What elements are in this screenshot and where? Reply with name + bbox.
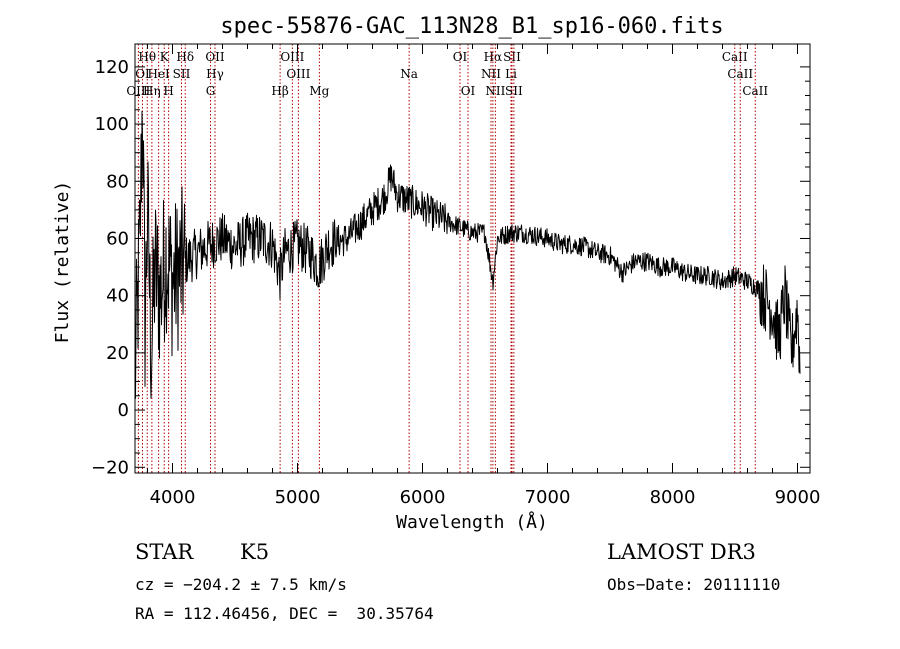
survey-name: LAMOST DR3	[607, 540, 756, 564]
spectral-line-label: Hη	[143, 84, 161, 98]
y-tick-label: 40	[106, 286, 129, 307]
spectral-line-label: NII	[481, 67, 501, 81]
spectral-line-label: Hδ	[176, 50, 194, 64]
spectral-line-label: Na	[400, 67, 418, 81]
spectral-line-label: OIII	[126, 84, 150, 98]
spectral-line-label: CaII	[727, 67, 753, 81]
x-tick-label: 9000	[775, 487, 821, 508]
spectral-line-label: OIII	[280, 50, 304, 64]
obs-date: Obs−Date: 20111110	[607, 575, 781, 594]
spectral-line-label: Hα	[484, 50, 503, 64]
y-axis-label: Flux (relative)	[52, 181, 73, 344]
y-tick-label: 60	[106, 228, 129, 249]
spectral-line-label: Mg	[309, 84, 329, 98]
plot-frame	[134, 43, 811, 474]
axes: 4000 5000 6000 7000 8000 9000 −20 0 20 40 60 80 100 1…	[91, 43, 821, 508]
object-subclass: K5	[240, 540, 270, 564]
spectrum-chart: spec-55876-GAC_113N28_B1_sp16-060.fits H…	[52, 14, 821, 533]
x-tick-label: 4000	[150, 487, 196, 508]
y-tick-label: 0	[118, 400, 129, 421]
spectral-line-label: SII	[173, 67, 191, 81]
spectral-line-label: OI	[461, 84, 476, 98]
spectral-line-label: Hγ	[206, 67, 224, 81]
x-axis-label: Wavelength (Å)	[396, 511, 548, 533]
y-tick-label: 100	[95, 114, 129, 135]
spectral-line-label: OIII	[286, 67, 310, 81]
redshift-readout: cz = −204.2 ± 7.5 km/s	[135, 575, 347, 594]
object-class: STAR	[135, 540, 194, 564]
spectrum-line	[134, 110, 801, 399]
chart-title: spec-55876-GAC_113N28_B1_sp16-060.fits	[220, 14, 723, 39]
spectral-line-label: NII	[485, 84, 505, 98]
y-tick-label: 120	[95, 57, 129, 78]
ra-dec-readout: RA = 112.46456, DEC = 30.35764	[135, 604, 434, 623]
spectral-line-label: CaII	[722, 50, 748, 64]
spectral-line-label: Hβ	[271, 84, 288, 98]
spectral-line-label: OI	[453, 50, 468, 64]
spectral-line-label: HeI	[147, 67, 170, 81]
spectral-line-label: CaII	[742, 84, 768, 98]
x-tick-label: 7000	[525, 487, 571, 508]
y-tick-label: 80	[106, 171, 129, 192]
x-tick-label: 5000	[275, 487, 321, 508]
spectral-line-label: G	[206, 84, 216, 98]
y-tick-label: −20	[91, 457, 129, 478]
spectral-line-label: H	[163, 84, 173, 98]
spectral-line-label: SII	[505, 84, 523, 98]
spectral-line-label: Li	[505, 67, 517, 81]
x-tick-label: 6000	[400, 487, 446, 508]
spectral-line-label: K	[160, 50, 170, 64]
spectral-line-label: OI	[135, 67, 150, 81]
spectral-line-label: OII	[205, 50, 225, 64]
x-tick-label: 8000	[650, 487, 696, 508]
spectral-line-label: SII	[503, 50, 521, 64]
spectral-line-label: Hθ	[138, 50, 156, 64]
plot-area	[134, 110, 801, 399]
y-tick-label: 20	[106, 343, 129, 364]
